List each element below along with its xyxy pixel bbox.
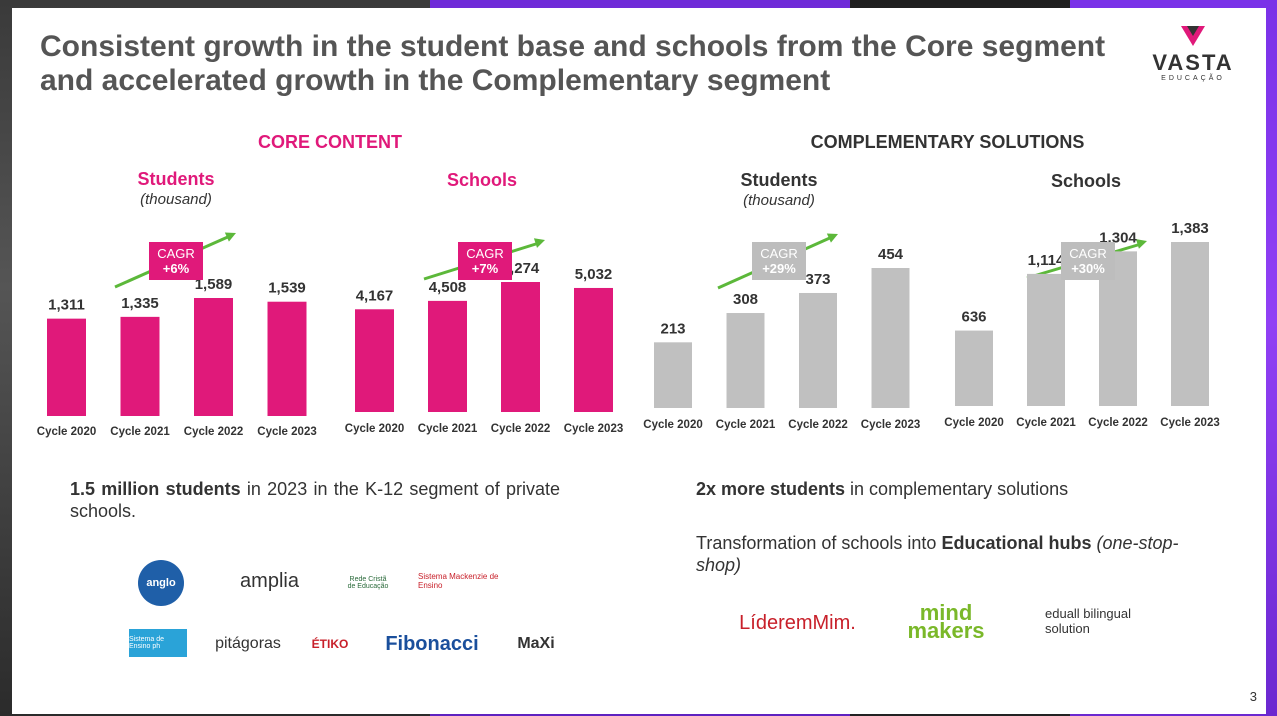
comp-students-subtitle: (thousand) (743, 192, 815, 209)
logo-eduall: eduall bilingual solution (1045, 606, 1132, 636)
charts-svg: 1,311 Cycle 2020 1,335 Cycle 2021 1,589 Cycle… (37, 220, 1220, 438)
category-label-core_schools-0: Cycle 2020 (345, 423, 404, 435)
logo-etiko: ÉTIKO (311, 637, 349, 651)
core-summary-rest: in 2023 in the K-12 segment of private s… (70, 479, 560, 521)
logo-lider-em-mim: LíderemMim. (739, 611, 856, 634)
cagr-value: +6% (162, 261, 190, 276)
category-label-comp_students-1: Cycle 2021 (716, 419, 776, 431)
data-label-comp_schools-3: 1,383 (1171, 220, 1209, 237)
logo-mackenzie: Sistema Mackenzie de Ensino (418, 572, 499, 590)
logo-maxi: MaXi (517, 635, 555, 652)
bar-core_schools-3 (574, 287, 613, 412)
category-label-comp_schools-0: Cycle 2020 (944, 417, 1003, 429)
category-label-core_students-1: Cycle 2021 (110, 426, 170, 438)
complementary-heading: COMPLEMENTARY SOLUTIONS (810, 132, 1085, 152)
cagr-value: +29% (762, 261, 796, 276)
cagr-trend-arrow-head-icon (533, 238, 545, 248)
slide-title: Consistent growth in the student base an… (40, 30, 1106, 97)
data-label-comp_students-3: 454 (878, 246, 904, 263)
bar-core_schools-0 (355, 309, 394, 412)
logo-word: VASTA (1152, 50, 1234, 75)
cagr-box-comp-students: CAGR +29% (752, 242, 806, 280)
core-summary-bold: 1.5 million students (70, 479, 241, 499)
logo-subtitle: EDUCAÇÃO (1161, 75, 1225, 82)
category-label-comp_schools-1: Cycle 2021 (1016, 417, 1076, 429)
category-label-comp_students-2: Cycle 2022 (788, 419, 847, 431)
data-label-comp_students-0: 213 (660, 320, 685, 337)
cagr-label: CAGR (157, 246, 195, 261)
cagr-label: CAGR (760, 246, 798, 261)
cagr-label: CAGR (466, 246, 504, 261)
data-label-comp_schools-0: 636 (961, 309, 986, 326)
data-label-comp_schools-1: 1,114 (1028, 252, 1065, 269)
bar-core_students-0 (47, 318, 86, 416)
bar-comp_students-1 (726, 313, 765, 408)
comp-summary-rest-1: in complementary solutions (845, 479, 1069, 499)
cagr-trend-arrow-head-icon (1135, 239, 1147, 249)
cagr-trend-arrow-head-icon (224, 232, 236, 242)
logo-ph: Sistema de Ensino ph (129, 629, 187, 657)
bar-comp_schools-0 (955, 330, 993, 406)
cagr-box-comp-schools: CAGR +30% (1061, 242, 1115, 280)
logo-amplia: amplia (240, 569, 299, 592)
category-label-comp_students-3: Cycle 2023 (861, 419, 920, 431)
cagr-value: +30% (1071, 261, 1105, 276)
category-label-core_students-2: Cycle 2022 (184, 426, 243, 438)
data-label-core_students-0: 1,311 (48, 297, 85, 314)
logo-rede-crista: Rede Cristã de Educação (347, 576, 389, 590)
category-label-comp_schools-2: Cycle 2022 (1088, 417, 1147, 429)
data-label-core_schools-1: 4,508 (429, 279, 467, 296)
category-label-core_schools-3: Cycle 2023 (564, 423, 623, 435)
bar-core_students-1 (120, 316, 160, 416)
comp-summary-bold-2: Educational hubs (941, 533, 1092, 553)
bar-comp_schools-3 (1171, 242, 1209, 406)
comp-summary-bold-1: 2x more students (696, 479, 846, 499)
bar-comp_students-3 (871, 268, 910, 408)
data-label-comp_students-1: 308 (733, 291, 758, 308)
data-label-core_schools-3: 5,032 (575, 266, 613, 283)
cagr-trend-arrow-head-icon (826, 233, 838, 243)
comp-summary-pre-2: Transformation of schools into (696, 533, 942, 553)
core-schools-title: Schools (446, 170, 517, 190)
bar-core_schools-1 (428, 300, 467, 412)
vasta-logo: VASTA EDUCAÇÃO (1143, 24, 1243, 84)
logo-mind-makers: mind makers (907, 600, 985, 643)
comp-summary-text-2: Transformation of schools into Education… (696, 532, 1216, 576)
logo-pitagoras: pitágoras (215, 635, 281, 652)
core-summary-text: 1.5 million students in 2023 in the K-12… (70, 478, 560, 522)
core-students-title: Students (137, 169, 215, 189)
page-number: 3 (1249, 689, 1257, 704)
core-content-heading: CORE CONTENT (258, 132, 402, 152)
category-label-core_students-0: Cycle 2020 (37, 426, 96, 438)
bar-comp_students-0 (654, 342, 692, 408)
category-label-core_schools-1: Cycle 2021 (418, 423, 478, 435)
bar-core_students-2 (194, 298, 233, 416)
data-label-core_students-1: 1,335 (121, 295, 159, 312)
category-label-core_schools-2: Cycle 2022 (491, 423, 550, 435)
bar-comp_schools-1 (1027, 273, 1065, 406)
comp-students-title: Students (740, 170, 818, 190)
logo-anglo: anglo (138, 560, 184, 606)
cagr-box-core-students: CAGR +6% (149, 242, 203, 280)
category-label-comp_schools-3: Cycle 2023 (1160, 417, 1219, 429)
cagr-box-core-schools: CAGR +7% (458, 242, 512, 280)
cagr-value: +7% (471, 261, 499, 276)
data-label-core_students-2: 1,589 (195, 276, 233, 293)
bar-core_students-3 (267, 301, 307, 416)
data-label-core_schools-0: 4,167 (356, 287, 394, 304)
category-label-core_students-3: Cycle 2023 (257, 426, 316, 438)
logo-fibonacci: Fibonacci (385, 632, 479, 655)
bar-comp_students-2 (799, 292, 837, 408)
vasta-logo-mark-icon (1181, 26, 1205, 46)
comp-schools-title: Schools (1050, 171, 1121, 191)
comp-summary-italic-2: (one-stop-shop) (696, 533, 1179, 575)
data-label-comp_students-2: 373 (805, 271, 830, 288)
comp-summary-text-1: 2x more students in complementary soluti… (696, 478, 1216, 500)
cagr-label: CAGR (1069, 246, 1107, 261)
data-label-core_students-3: 1,539 (268, 280, 306, 297)
core-students-subtitle: (thousand) (140, 191, 212, 208)
category-label-comp_students-0: Cycle 2020 (643, 419, 702, 431)
bar-core_schools-2 (501, 282, 540, 412)
